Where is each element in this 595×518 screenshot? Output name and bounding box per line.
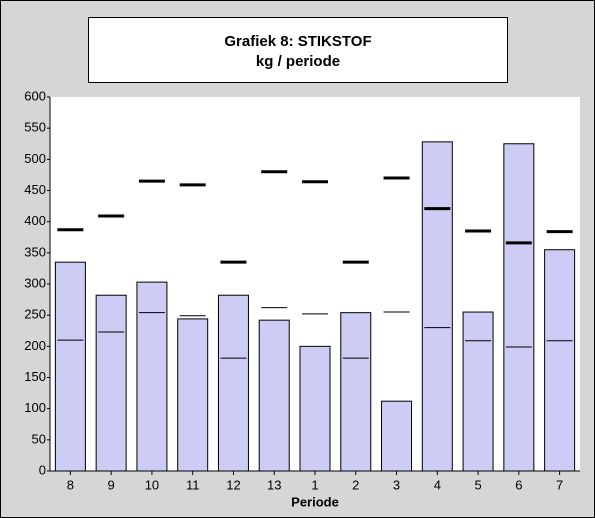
x-tick-label: 4 — [434, 477, 441, 492]
y-tick-label: 300 — [24, 275, 46, 290]
bar — [136, 281, 168, 472]
y-tick-label: 450 — [24, 182, 46, 197]
y-tick-label: 0 — [39, 462, 46, 477]
chart-subtitle: kg / periode — [256, 53, 340, 70]
y-tick-label: 150 — [24, 369, 46, 384]
x-tick-label: 11 — [186, 477, 200, 492]
y-tick-label: 250 — [24, 307, 46, 322]
x-tick-label: 7 — [556, 477, 563, 492]
x-tick-label: 2 — [352, 477, 359, 492]
x-tick-label: 10 — [145, 477, 159, 492]
y-tick-label: 550 — [24, 120, 46, 135]
bar — [299, 345, 331, 472]
bar — [381, 400, 413, 472]
bar — [544, 249, 576, 472]
x-tick-label: 13 — [267, 477, 281, 492]
bar — [421, 141, 453, 472]
y-tick-label: 350 — [24, 244, 46, 259]
bar — [217, 294, 249, 472]
bar — [54, 261, 86, 472]
bar — [462, 311, 494, 472]
bar — [340, 312, 372, 472]
bar — [177, 318, 209, 472]
y-tick-label: 500 — [24, 151, 46, 166]
x-tick-label: 5 — [474, 477, 481, 492]
y-tick-label: 400 — [24, 213, 46, 228]
x-tick-label: 8 — [67, 477, 74, 492]
x-tick-label: 3 — [393, 477, 400, 492]
bar — [503, 143, 535, 472]
title-box — [88, 17, 508, 83]
y-tick-label: 100 — [24, 400, 46, 415]
x-tick-label: 12 — [226, 477, 240, 492]
y-tick-label: 50 — [32, 431, 46, 446]
x-tick-label: 6 — [515, 477, 522, 492]
x-axis-label: Periode — [291, 494, 339, 509]
x-tick-label: 9 — [108, 477, 115, 492]
chart-title: Grafiek 8: STIKSTOF — [224, 33, 371, 50]
y-tick-label: 200 — [24, 338, 46, 353]
bar — [258, 319, 290, 472]
y-tick-label: 600 — [24, 88, 46, 103]
x-tick-label: 1 — [311, 477, 318, 492]
bar — [95, 294, 127, 472]
